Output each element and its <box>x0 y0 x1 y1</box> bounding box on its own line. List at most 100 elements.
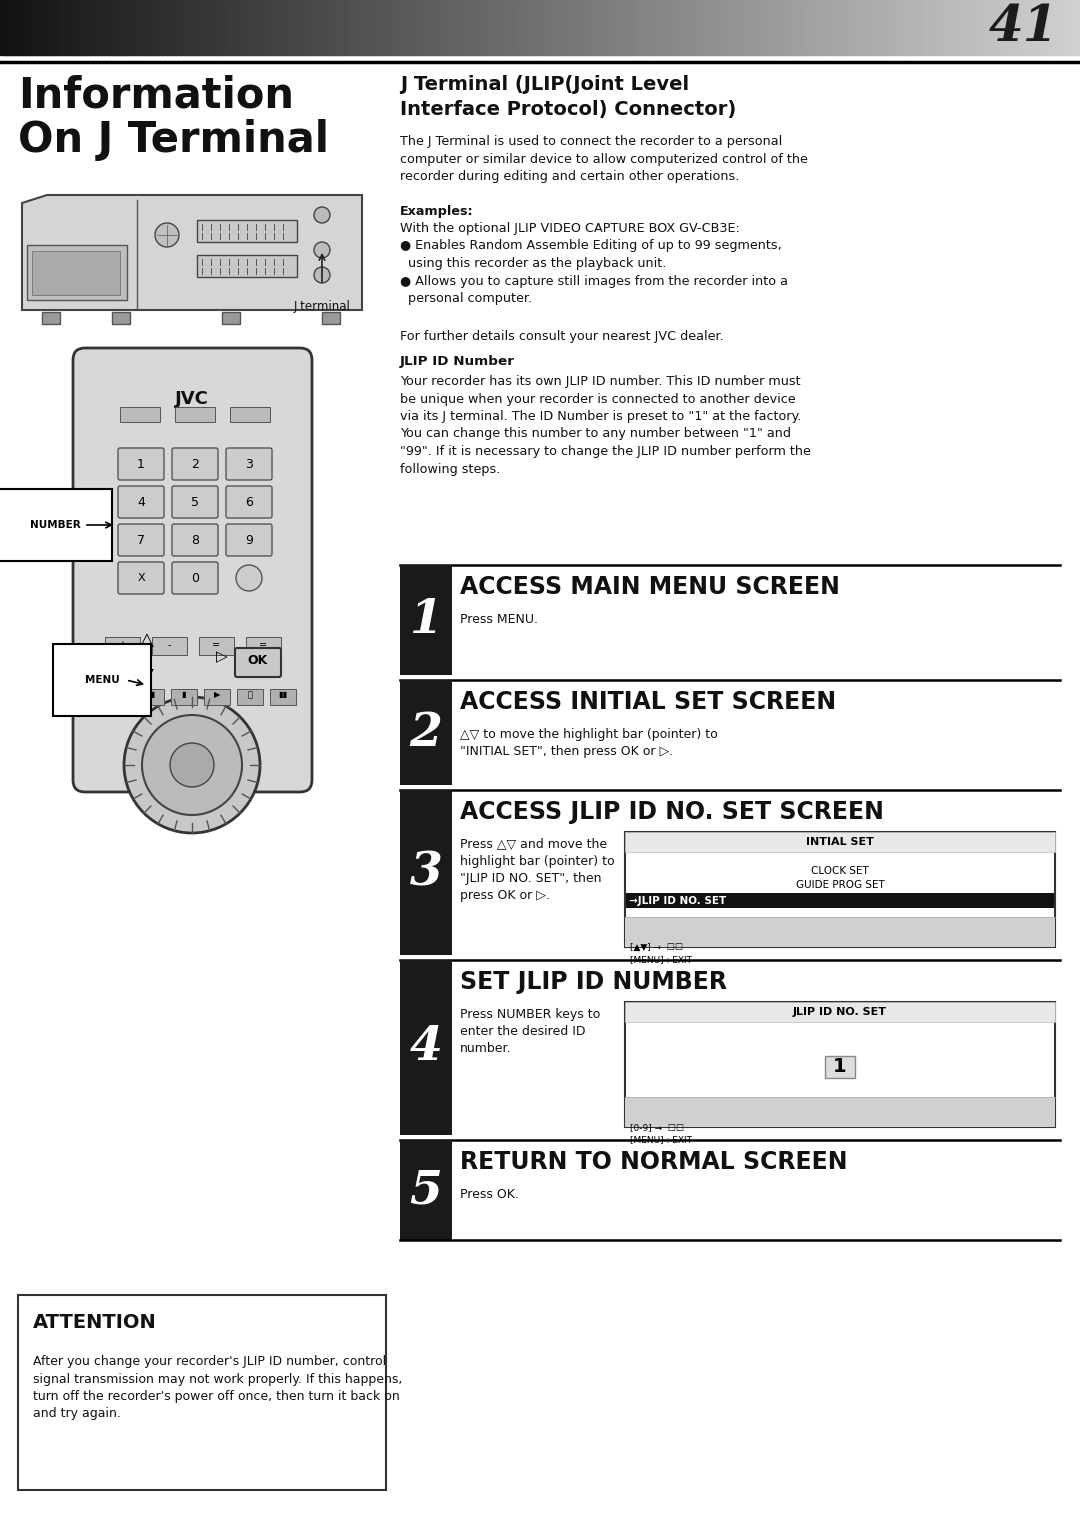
Bar <box>8 0 12 55</box>
Bar <box>619 0 624 55</box>
Bar <box>813 0 819 55</box>
Bar <box>489 0 495 55</box>
Bar <box>932 0 937 55</box>
Bar <box>640 0 646 55</box>
Bar <box>882 0 887 55</box>
Bar <box>947 0 951 55</box>
Bar <box>176 0 181 55</box>
Bar <box>435 0 441 55</box>
Text: 41: 41 <box>988 3 1058 52</box>
FancyBboxPatch shape <box>172 485 218 517</box>
Text: [▲▼] →  ☐☐
[MENU] : EXIT: [▲▼] → ☐☐ [MENU] : EXIT <box>630 943 692 964</box>
Text: =: = <box>259 639 267 650</box>
Bar <box>792 0 797 55</box>
Bar <box>597 0 603 55</box>
Bar <box>648 0 652 55</box>
Bar <box>14 0 19 55</box>
Bar <box>580 0 584 55</box>
FancyBboxPatch shape <box>172 562 218 594</box>
Bar <box>270 690 296 705</box>
Bar <box>958 0 962 55</box>
Bar <box>392 0 397 55</box>
Bar <box>122 0 127 55</box>
Bar <box>529 0 534 55</box>
Bar <box>694 0 700 55</box>
Bar <box>27 246 127 301</box>
Bar <box>94 0 98 55</box>
Bar <box>875 0 879 55</box>
FancyBboxPatch shape <box>118 449 164 481</box>
Bar <box>543 0 549 55</box>
Bar <box>980 0 984 55</box>
Text: 8: 8 <box>191 534 199 546</box>
Bar <box>918 0 922 55</box>
Bar <box>616 0 620 55</box>
Bar <box>748 0 754 55</box>
Circle shape <box>170 743 214 787</box>
Bar <box>1048 0 1052 55</box>
Bar <box>828 0 833 55</box>
Bar <box>378 0 382 55</box>
Text: Interface Protocol) Connector): Interface Protocol) Connector) <box>400 101 737 119</box>
Bar <box>796 0 800 55</box>
Bar <box>562 0 566 55</box>
Bar <box>494 0 498 55</box>
Bar <box>57 0 63 55</box>
Bar <box>116 0 120 55</box>
Bar <box>724 0 728 55</box>
Bar <box>886 0 890 55</box>
Text: =: = <box>212 639 220 650</box>
Bar <box>626 0 631 55</box>
Text: ⏭: ⏭ <box>247 690 253 699</box>
Bar <box>213 0 217 55</box>
Bar <box>90 0 95 55</box>
Bar <box>497 0 501 55</box>
Bar <box>130 0 134 55</box>
Bar <box>120 407 160 423</box>
Bar <box>518 0 523 55</box>
Bar <box>151 0 156 55</box>
Bar <box>986 0 991 55</box>
Bar <box>187 0 192 55</box>
Bar <box>576 0 581 55</box>
Bar <box>400 0 404 55</box>
Bar <box>133 0 138 55</box>
Text: JLIP ID NO. SET: JLIP ID NO. SET <box>793 1007 887 1016</box>
Text: ▮▮: ▮▮ <box>279 690 287 699</box>
Text: INTIAL SET: INTIAL SET <box>806 836 874 847</box>
Text: △: △ <box>140 630 154 649</box>
Bar <box>443 0 447 55</box>
Bar <box>864 0 868 55</box>
Bar <box>526 0 530 55</box>
Bar <box>403 0 408 55</box>
Bar <box>910 0 916 55</box>
Bar <box>295 0 300 55</box>
Bar <box>846 0 851 55</box>
Bar <box>302 0 307 55</box>
Bar <box>799 0 804 55</box>
Bar <box>802 0 808 55</box>
Bar <box>670 0 674 55</box>
Bar <box>256 0 260 55</box>
Text: After you change your recorder's JLIP ID number, control
signal transmission may: After you change your recorder's JLIP ID… <box>33 1355 403 1421</box>
Text: For further details consult your nearest JVC dealer.: For further details consult your nearest… <box>400 330 724 343</box>
Bar <box>184 0 188 55</box>
Bar <box>54 0 58 55</box>
Bar <box>46 0 52 55</box>
Text: ▶: ▶ <box>214 690 220 699</box>
Bar <box>140 0 145 55</box>
Bar <box>349 0 354 55</box>
Circle shape <box>124 697 260 833</box>
Text: Information
On J Terminal: Information On J Terminal <box>18 75 329 160</box>
Bar <box>602 0 606 55</box>
Bar <box>400 1140 453 1241</box>
Bar <box>983 0 987 55</box>
Text: 4: 4 <box>409 1024 443 1071</box>
Bar <box>1012 0 1016 55</box>
Bar <box>767 0 771 55</box>
Text: Examples:: Examples: <box>400 204 474 218</box>
Bar <box>454 0 458 55</box>
Circle shape <box>156 223 179 247</box>
Circle shape <box>314 267 330 282</box>
Bar <box>625 1097 1055 1128</box>
